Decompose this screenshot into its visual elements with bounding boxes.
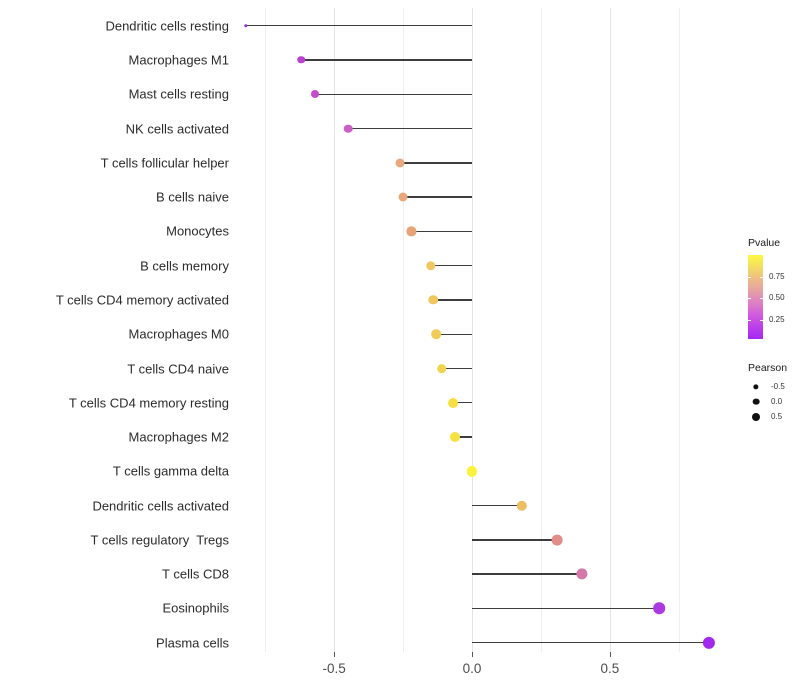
lollipop-segment	[472, 539, 558, 541]
row-label: Monocytes	[166, 223, 229, 239]
row-label: T cells follicular helper	[100, 155, 229, 171]
colorbar-tick-label: 0.25	[769, 314, 785, 324]
lollipop-segment	[452, 402, 472, 404]
gridline-minor	[403, 8, 405, 652]
lollipop-segment	[472, 642, 710, 644]
gridline-minor	[540, 8, 542, 652]
row-label: T cells CD4 memory resting	[68, 395, 229, 411]
lollipop-segment	[400, 162, 472, 164]
lollipop-dot	[450, 432, 461, 443]
pearson-legend-label: -0.5	[771, 381, 785, 391]
lollipop-segment	[430, 264, 472, 267]
lollipop-segment	[433, 299, 472, 301]
lollipop-dot	[398, 192, 408, 202]
colorbar-tick-left	[748, 276, 751, 278]
x-axis-tick	[609, 652, 611, 657]
lollipop-dot	[436, 363, 447, 374]
pvalue-colorbar	[748, 255, 763, 339]
lollipop-dot	[431, 329, 441, 340]
lollipop-dot	[244, 23, 248, 28]
row-label: T cells CD4 naive	[127, 361, 229, 376]
lollipop-dot	[466, 466, 478, 477]
lollipop-dot	[425, 260, 436, 271]
lollipop-segment	[472, 607, 660, 610]
lollipop-dot	[703, 636, 716, 649]
gridline-major	[472, 8, 473, 652]
legend-pearson-title: Pearson	[748, 362, 788, 374]
pearson-legend-dot	[752, 398, 760, 406]
lollipop-dot	[653, 602, 666, 615]
row-label: Macrophages M1	[128, 52, 229, 68]
lollipop-segment	[436, 333, 472, 335]
pearson-legend-dot	[753, 384, 759, 390]
row-label: Macrophages M0	[128, 326, 229, 342]
row-label: B cells memory	[140, 258, 229, 274]
colorbar-tick-right	[760, 298, 763, 300]
lollipop-segment	[472, 504, 522, 507]
legend-pvalue-title: Pvalue	[748, 237, 781, 249]
lollipop-segment	[411, 230, 472, 233]
colorbar-tick-label: 0.50	[769, 293, 785, 303]
gridline-major	[609, 8, 611, 652]
lollipop-dot	[516, 500, 527, 511]
colorbar-tick-left	[748, 319, 751, 321]
lollipop-dot	[406, 226, 416, 236]
lollipop-dot	[428, 295, 439, 305]
x-tick-label: 0.5	[600, 661, 620, 676]
x-axis-tick	[334, 652, 336, 657]
gridline-minor	[265, 8, 267, 652]
pearson-legend-label: 0.0	[771, 396, 783, 406]
pearson-legend-label: 0.5	[771, 411, 783, 421]
colorbar-tick-right	[760, 319, 763, 321]
row-label: NK cells activated	[125, 121, 229, 137]
row-label: B cells naive	[156, 189, 229, 205]
lollipop-segment	[245, 25, 472, 27]
gridline-minor	[678, 8, 680, 652]
lollipop-segment	[455, 436, 472, 438]
lollipop-dot	[297, 56, 305, 64]
lollipop-dot	[576, 568, 588, 580]
colorbar-tick-label: 0.75	[769, 271, 785, 281]
row-label: Macrophages M2	[128, 429, 229, 445]
row-label: Eosinophils	[162, 600, 230, 616]
lollipop-segment	[301, 59, 472, 61]
lollipop-segment	[472, 573, 583, 575]
gridline-major	[334, 8, 336, 652]
pearson-legend-dot	[752, 412, 760, 421]
lollipop-dot	[310, 90, 319, 99]
lollipop-dot	[552, 534, 563, 546]
row-label: Dendritic cells resting	[105, 18, 229, 34]
lollipop-segment	[403, 196, 472, 198]
lollipop-segment	[347, 127, 472, 130]
x-tick-label: 0.0	[462, 661, 482, 676]
colorbar-tick-right	[760, 276, 763, 278]
x-axis-tick	[472, 652, 473, 657]
lollipop-dot	[343, 124, 353, 133]
row-label: Dendritic cells activated	[92, 498, 229, 514]
row-label: Mast cells resting	[128, 86, 229, 102]
row-label: T cells gamma delta	[112, 463, 229, 479]
row-label: T cells CD4 memory activated	[55, 292, 229, 308]
row-label: T cells regulatory Tregs	[90, 532, 229, 548]
lollipop-dot	[447, 397, 458, 408]
row-label: Plasma cells	[156, 635, 229, 651]
x-tick-label: -0.5	[322, 661, 346, 676]
lollipop-segment	[441, 367, 472, 370]
row-label: T cells CD8	[162, 566, 229, 582]
colorbar-tick-left	[748, 298, 751, 300]
lollipop-segment	[314, 93, 472, 95]
lollipop-dot	[395, 158, 405, 168]
